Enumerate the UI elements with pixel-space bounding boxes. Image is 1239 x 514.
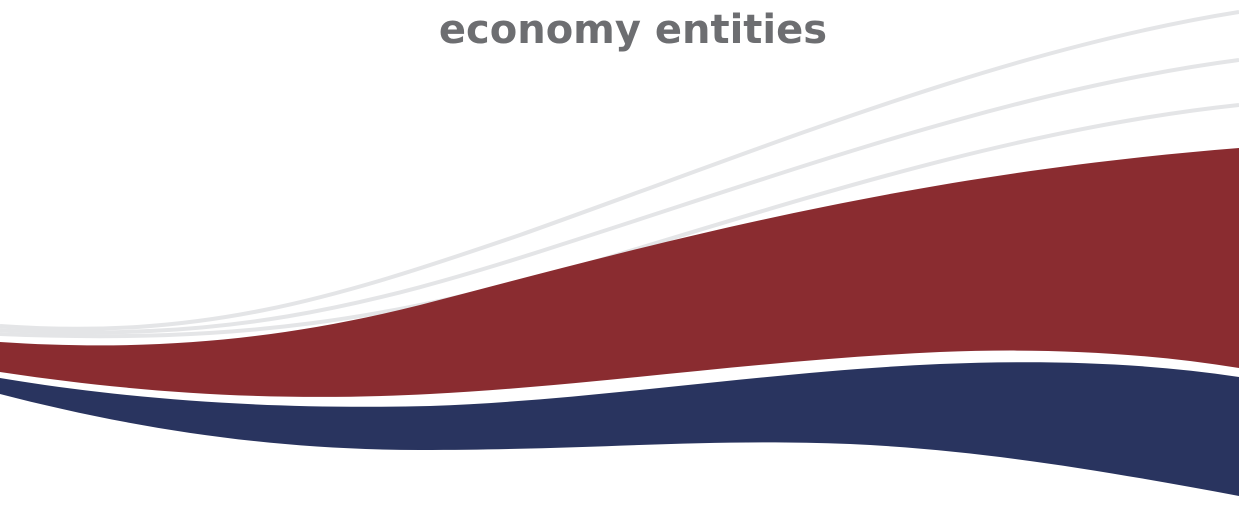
swoosh-line [0,10,1239,331]
swoosh-line [0,58,1239,335]
red-wave [0,148,1239,397]
navy-wave [0,362,1239,496]
heading: economy entities [439,7,827,53]
